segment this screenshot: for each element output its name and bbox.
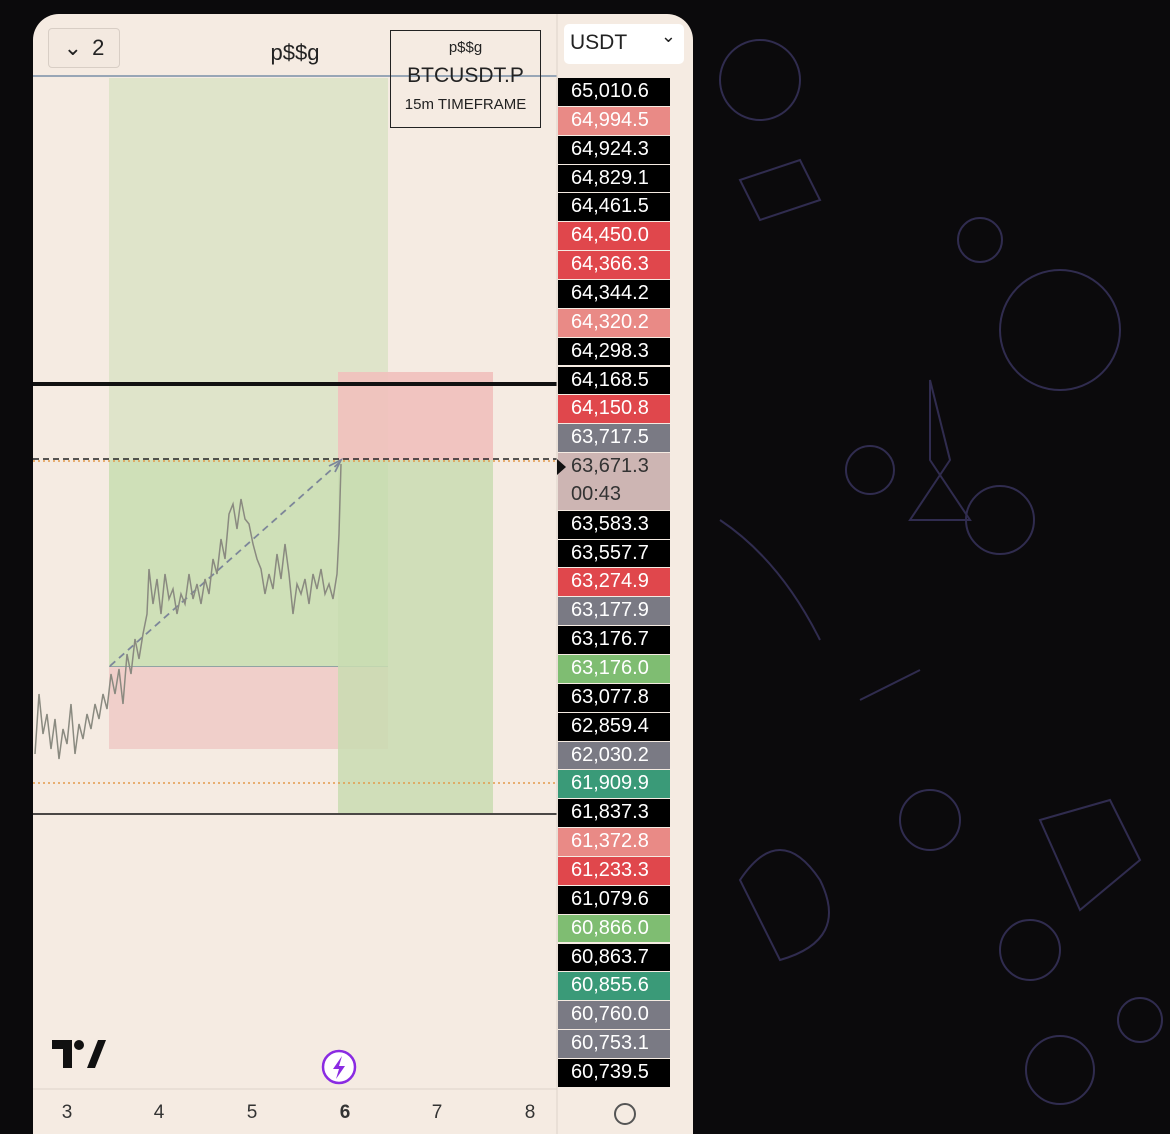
short-target-zone bbox=[338, 460, 493, 813]
price-label: 63,717.5 bbox=[558, 424, 670, 453]
price-text: 62,030.2 bbox=[571, 743, 649, 766]
price-text: 63,717.5 bbox=[571, 426, 649, 449]
price-text: 64,320.2 bbox=[571, 310, 649, 333]
price-label: 63,177.9 bbox=[558, 597, 670, 626]
price-label: 63,176.7 bbox=[558, 626, 670, 654]
price-label: 63,176.0 bbox=[558, 655, 670, 683]
price-text: 61,909.9 bbox=[571, 772, 649, 795]
price-label: 60,855.6 bbox=[558, 972, 670, 1001]
currency-select[interactable]: USDT bbox=[564, 24, 684, 64]
arrow-head bbox=[328, 457, 344, 473]
price-text: 60,866.0 bbox=[571, 916, 649, 939]
price-label: 64,829.1 bbox=[558, 164, 670, 193]
price-text: 61,079.6 bbox=[571, 887, 649, 910]
price-text: 61,372.8 bbox=[571, 830, 649, 853]
layout-count: 2 bbox=[92, 35, 105, 60]
price-label: 61,372.8 bbox=[558, 828, 670, 856]
current-price-marker bbox=[557, 459, 566, 476]
price-text: 64,344.2 bbox=[571, 281, 649, 304]
time-label: 6 bbox=[339, 1102, 351, 1123]
price-label: 60,760.0 bbox=[558, 1001, 670, 1030]
layout-button[interactable]: ⌄ 2 bbox=[48, 28, 120, 68]
price-text: 63,274.9 bbox=[571, 570, 649, 593]
price-text: 61,837.3 bbox=[571, 801, 649, 824]
time-label: 8 bbox=[524, 1102, 536, 1123]
price-series bbox=[34, 463, 342, 760]
price-label: 60,753.1 bbox=[558, 1030, 670, 1058]
price-label: 60,739.5 bbox=[558, 1058, 670, 1087]
time-label: 5 bbox=[246, 1102, 258, 1123]
price-text: 64,150.8 bbox=[571, 397, 649, 420]
info-name: p$$g bbox=[448, 39, 483, 56]
price-text: 63,557.7 bbox=[571, 541, 649, 564]
price-text: 64,168.5 bbox=[571, 368, 649, 391]
price-text: 64,366.3 bbox=[571, 253, 649, 276]
projection-arrow bbox=[109, 461, 341, 667]
price-label: 61,837.3 bbox=[558, 799, 670, 828]
price-label: 63,077.8 bbox=[558, 683, 670, 712]
price-text: 60,739.5 bbox=[571, 1060, 649, 1083]
price-text: 63,176.0 bbox=[571, 657, 649, 679]
price-label: 64,461.5 bbox=[558, 193, 670, 222]
price-label: 63,583.3 bbox=[558, 510, 670, 539]
price-text: 63,176.7 bbox=[571, 628, 649, 651]
time-label: 3 bbox=[61, 1102, 73, 1123]
price-label: 61,079.6 bbox=[558, 885, 670, 914]
price-label: 64,344.2 bbox=[558, 279, 670, 308]
price-text: 64,994.5 bbox=[571, 108, 649, 131]
countdown: 00:43 bbox=[571, 482, 622, 505]
short-stop-zone bbox=[338, 372, 493, 460]
price-text: 60,863.7 bbox=[571, 945, 649, 968]
price-text: 64,924.3 bbox=[571, 137, 649, 160]
price-text: 60,760.0 bbox=[571, 1003, 649, 1026]
price-label: 64,366.3 bbox=[558, 251, 670, 279]
price-text: 60,753.1 bbox=[571, 1032, 649, 1055]
price-label: 62,030.2 bbox=[558, 741, 670, 770]
price-label: 63,557.7 bbox=[558, 539, 670, 568]
time-label: 7 bbox=[431, 1102, 443, 1123]
info-symbol: BTCUSDT.P bbox=[407, 64, 524, 87]
price-text: 64,461.5 bbox=[571, 195, 649, 218]
price-text: 63,177.9 bbox=[571, 599, 649, 622]
chart-title: p$$g bbox=[270, 40, 320, 65]
chevron-icon: ⌄ bbox=[63, 35, 83, 60]
lightning-button[interactable] bbox=[321, 1049, 357, 1085]
time-label: 4 bbox=[153, 1102, 165, 1123]
price-label: 64,298.3 bbox=[558, 337, 670, 366]
price-label: 64,150.8 bbox=[558, 395, 670, 424]
price-label: 64,168.5 bbox=[558, 366, 670, 395]
price-text: 62,859.4 bbox=[571, 714, 649, 737]
price-label: 64,320.2 bbox=[558, 308, 670, 337]
price-label: 62,859.4 bbox=[558, 712, 670, 741]
price-text: 61,233.3 bbox=[571, 858, 649, 881]
info-timeframe: 15m TIMEFRAME bbox=[404, 96, 527, 113]
price-label: 65,010.6 bbox=[558, 78, 670, 106]
price-label: 60,863.7 bbox=[558, 943, 670, 972]
price-label: 63,274.9 bbox=[558, 568, 670, 597]
price-text: 64,298.3 bbox=[571, 339, 649, 362]
price-label: 61,233.3 bbox=[558, 856, 670, 885]
price-text: 60,855.6 bbox=[571, 974, 649, 997]
chart-panel: ⌄ 2 p$$g p$$g BTCUSDT.P 15m TIMEFRAME USD… bbox=[33, 14, 693, 1134]
price-label: 60,866.0 bbox=[558, 914, 670, 943]
price-text: 65,010.6 bbox=[571, 80, 649, 102]
price-text: 63,077.8 bbox=[571, 685, 649, 708]
price-label: 64,994.5 bbox=[558, 106, 670, 135]
price-axis: 65,010.6 64,994.5 64,924.3 64,829.1 64,461.5… bbox=[557, 14, 673, 1134]
price-text: 63,583.3 bbox=[571, 512, 649, 535]
price-text: 64,450.0 bbox=[571, 224, 649, 247]
info-box: p$$g BTCUSDT.P 15m TIMEFRAME bbox=[390, 30, 541, 128]
price-label: 64,924.3 bbox=[558, 135, 670, 164]
tradingview-logo bbox=[52, 1040, 106, 1068]
price-label: 61,909.9 bbox=[558, 770, 670, 799]
price-text: 64,829.1 bbox=[571, 166, 649, 189]
chart-canvas bbox=[33, 14, 636, 1134]
price-text: 63,671.3 bbox=[571, 455, 649, 478]
current-price-label: 63,671.3 00:43 bbox=[558, 453, 670, 510]
price-label: 64,450.0 bbox=[558, 222, 670, 251]
